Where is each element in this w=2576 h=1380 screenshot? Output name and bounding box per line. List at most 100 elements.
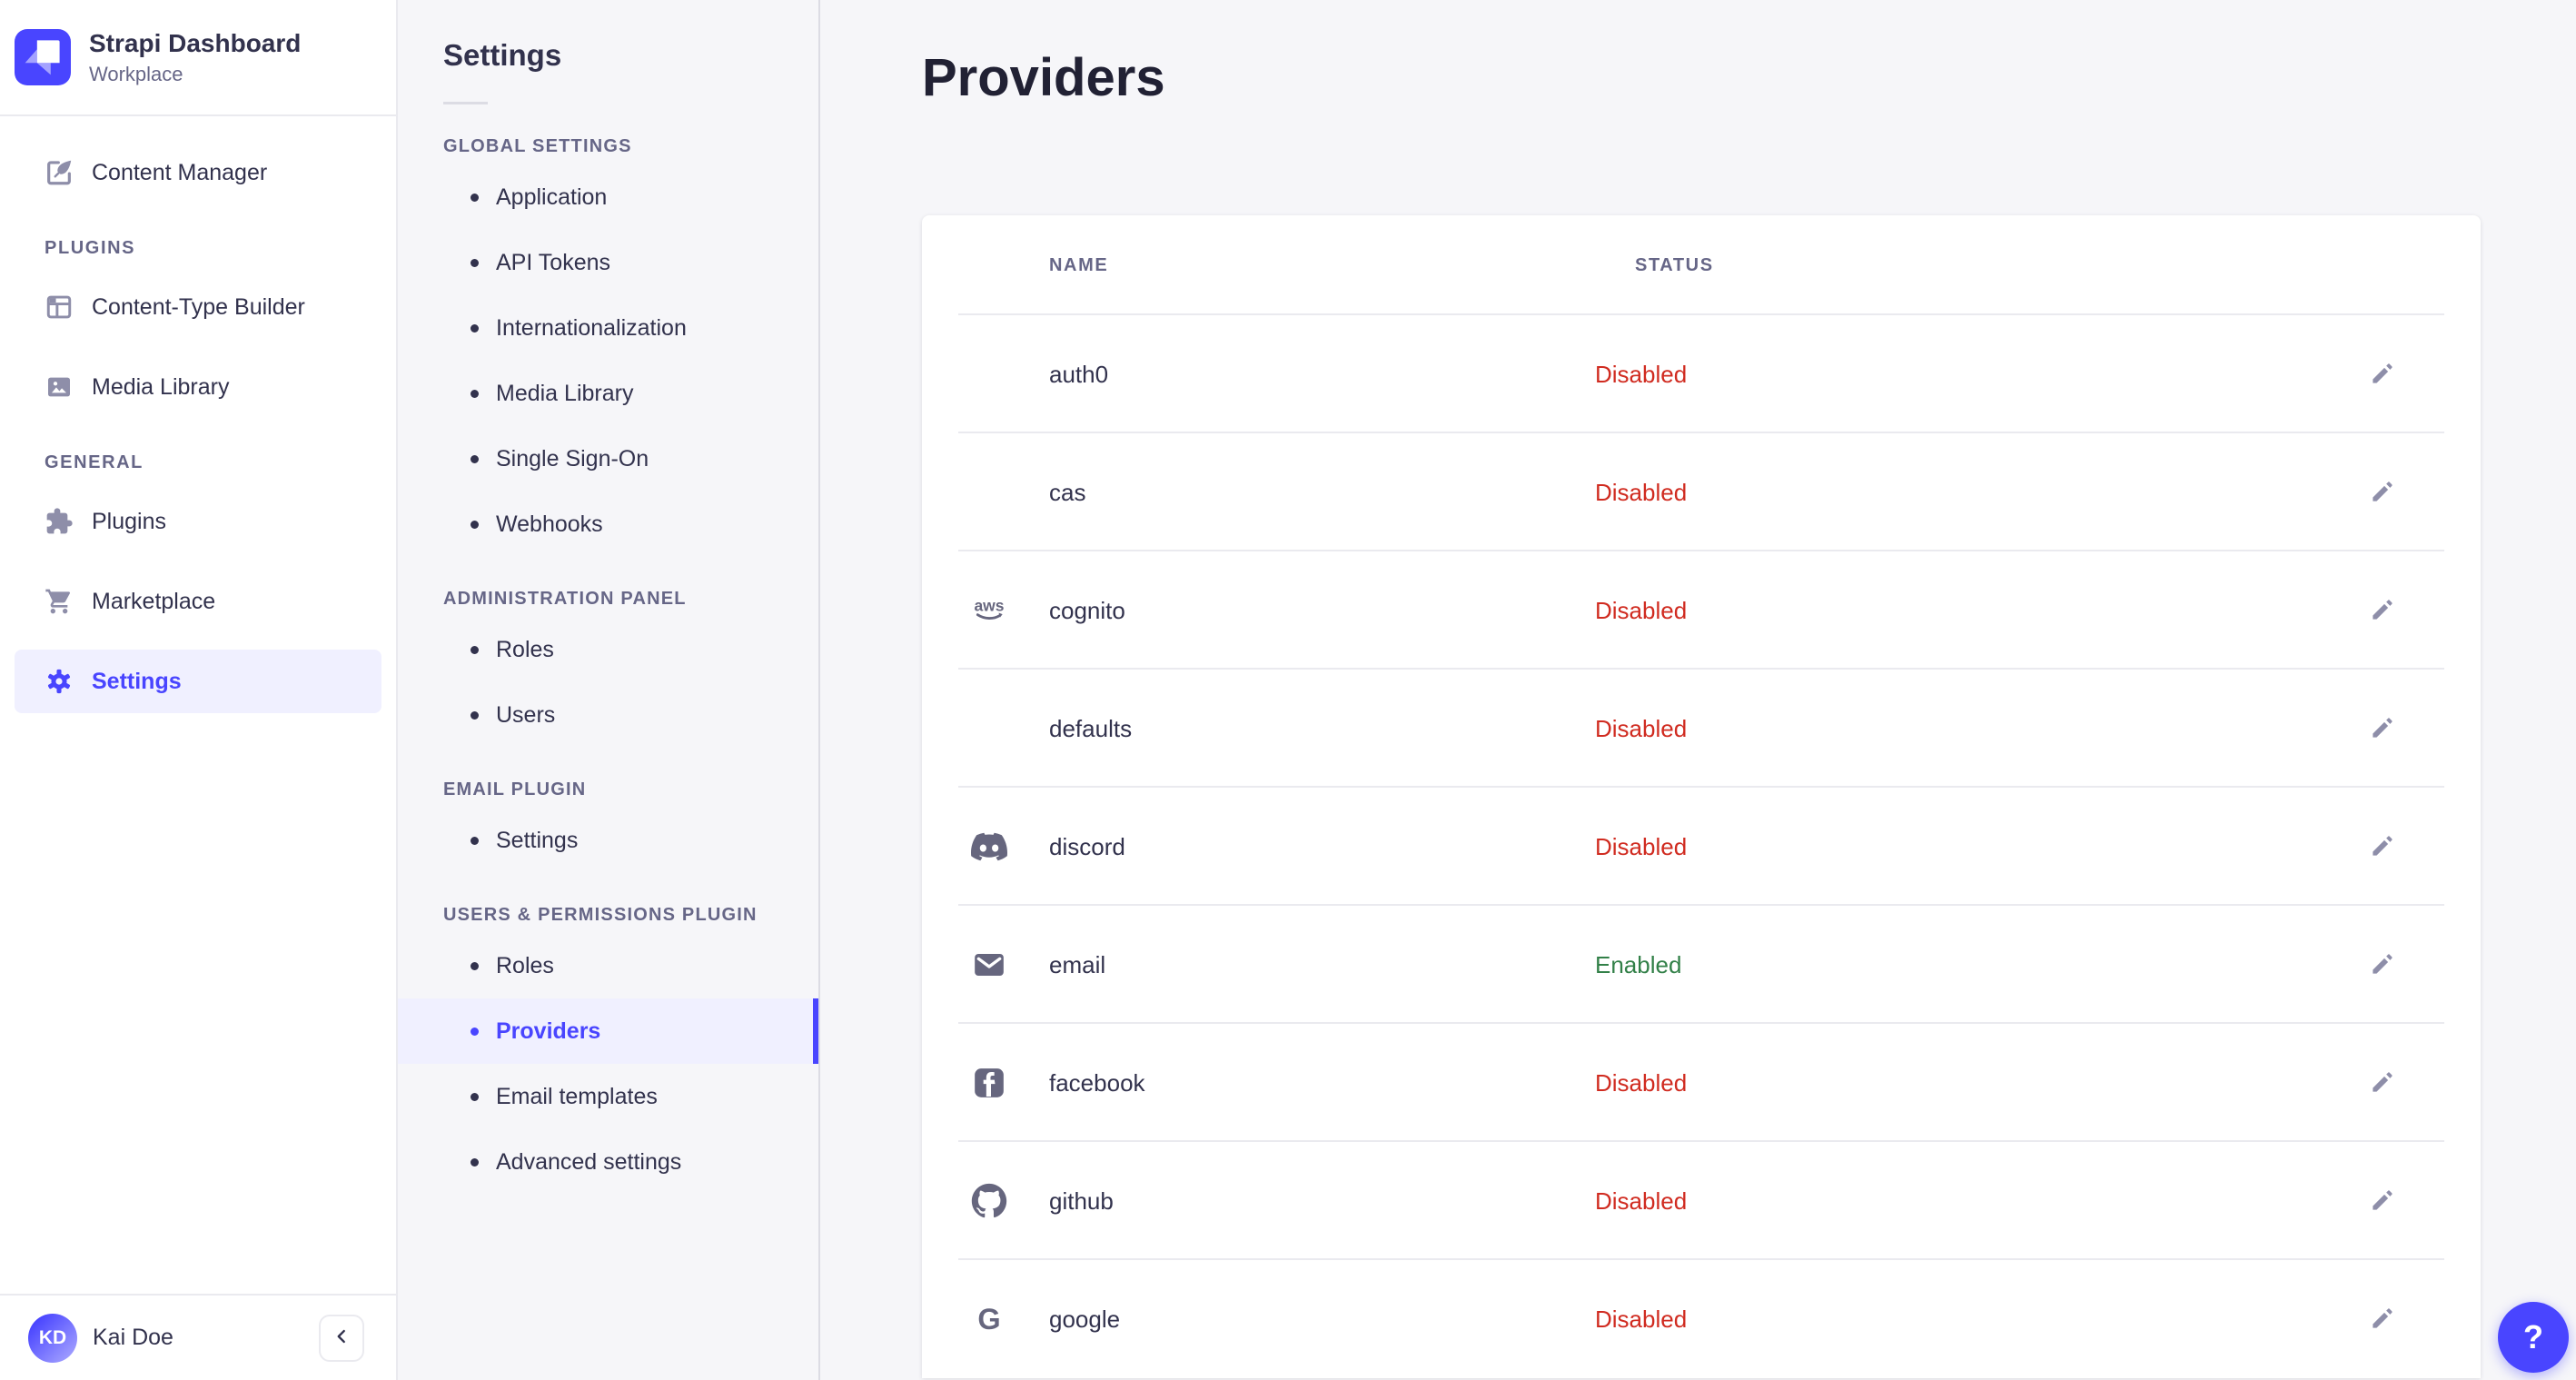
edit-provider-button[interactable]	[2361, 943, 2404, 987]
subnav-item-label: Internationalization	[496, 314, 687, 341]
sidebar-item-plugins[interactable]: Plugins	[0, 482, 396, 561]
table-row[interactable]: email Enabled	[922, 906, 2481, 1024]
edit-provider-button[interactable]	[2361, 707, 2404, 750]
page-title: Providers	[922, 48, 1165, 107]
table-row[interactable]: aws cognito Disabled	[922, 551, 2481, 670]
plugins-icon	[45, 507, 74, 536]
content-type-builder-icon	[45, 293, 74, 322]
main-sidebar: Strapi Dashboard Workplace Content Manag…	[0, 0, 398, 1380]
subnav-section-header-global-settings: GLOBAL SETTINGS	[443, 136, 632, 156]
table-row[interactable]: discord Disabled	[922, 788, 2481, 906]
sidebar-item-content-manager[interactable]: Content Manager	[0, 133, 396, 213]
sidebar-item-marketplace[interactable]: Marketplace	[0, 561, 396, 641]
subnav-title: Settings	[443, 38, 562, 72]
settings-subnav: Settings GLOBAL SETTINGS Application API T…	[398, 0, 820, 1380]
workspace-name: Workplace	[89, 62, 183, 85]
subnav-item-providers[interactable]: Providers	[398, 998, 818, 1064]
subnav-divider	[443, 102, 488, 104]
bullet-icon	[471, 1027, 479, 1036]
subnav-item-label: Application	[496, 184, 608, 210]
bullet-icon	[471, 836, 479, 845]
collapse-sidebar-button[interactable]	[319, 1314, 364, 1362]
github-icon	[969, 1183, 1009, 1219]
pencil-icon	[2369, 1068, 2396, 1098]
table-row[interactable]: github Disabled	[922, 1142, 2481, 1260]
subnav-item-label: Media Library	[496, 380, 634, 406]
sidebar-item-media-library[interactable]: Media Library	[0, 347, 396, 427]
pencil-icon	[2369, 1305, 2396, 1335]
subnav-item-application[interactable]: Application	[398, 164, 818, 230]
provider-name: cognito	[1049, 596, 1125, 624]
aws-icon: aws	[969, 592, 1009, 629]
sidebar-item-content-type-builder[interactable]: Content-Type Builder	[0, 267, 396, 347]
table-header-row: NAME STATUS	[922, 215, 2481, 315]
google-icon: G	[969, 1301, 1009, 1337]
user-name[interactable]: Kai Doe	[93, 1325, 173, 1350]
bullet-icon	[471, 645, 479, 654]
workspace-brand: Strapi Dashboard Workplace	[0, 0, 396, 116]
app-title: Strapi Dashboard	[89, 29, 302, 58]
subnav-section-header-administration-panel: ADMINISTRATION PANEL	[443, 589, 687, 609]
provider-status: Disabled	[1595, 714, 1688, 742]
sidebar-section-header-general: GENERAL	[45, 452, 144, 472]
pencil-icon	[2369, 950, 2396, 980]
pencil-icon	[2369, 832, 2396, 862]
provider-status: Disabled	[1595, 478, 1688, 506]
subnav-item-label: Providers	[496, 1018, 601, 1044]
pencil-icon	[2369, 478, 2396, 508]
email-icon	[969, 947, 1009, 983]
table-row[interactable]: facebook Disabled	[922, 1024, 2481, 1142]
pencil-icon	[2369, 1186, 2396, 1216]
bullet-icon	[471, 1157, 479, 1167]
subnav-item-label: Users	[496, 701, 556, 728]
media-library-icon	[45, 372, 74, 402]
subnav-item-label: Roles	[496, 952, 554, 978]
edit-provider-button[interactable]	[2361, 1297, 2404, 1341]
subnav-item-api-tokens[interactable]: API Tokens	[398, 230, 818, 295]
column-header-status: STATUS	[1635, 254, 1714, 275]
subnav-item-settings[interactable]: Settings	[398, 808, 818, 873]
sidebar-item-label: Content Manager	[92, 159, 268, 185]
pencil-icon	[2369, 714, 2396, 744]
content-manager-icon	[45, 158, 74, 187]
edit-provider-button[interactable]	[2361, 1061, 2404, 1105]
bullet-icon	[471, 193, 479, 202]
bullet-icon	[471, 710, 479, 720]
subnav-item-email-templates[interactable]: Email templates	[398, 1064, 818, 1129]
sidebar-item-label: Settings	[92, 668, 182, 694]
sidebar-item-label: Plugins	[92, 508, 166, 534]
table-row[interactable]: cas Disabled	[922, 433, 2481, 551]
bullet-icon	[471, 1092, 479, 1101]
provider-name: github	[1049, 1186, 1114, 1215]
edit-provider-button[interactable]	[2361, 825, 2404, 869]
subnav-item-users[interactable]: Users	[398, 682, 818, 748]
svg-text:aws: aws	[974, 597, 1004, 615]
table-row[interactable]: defaults Disabled	[922, 670, 2481, 788]
subnav-item-webhooks[interactable]: Webhooks	[398, 491, 818, 557]
edit-provider-button[interactable]	[2361, 589, 2404, 632]
facebook-icon	[969, 1065, 1009, 1101]
provider-name: discord	[1049, 832, 1125, 860]
strapi-logo-icon	[15, 29, 71, 85]
sidebar-footer: KD Kai Doe	[0, 1294, 396, 1380]
help-button[interactable]: ?	[2498, 1302, 2569, 1373]
subnav-item-roles[interactable]: Roles	[398, 617, 818, 682]
table-row[interactable]: auth0 Disabled	[922, 315, 2481, 433]
edit-provider-button[interactable]	[2361, 1179, 2404, 1223]
main-content: Providers NAME STATUS auth0 Disabled cas Di…	[820, 0, 2576, 1380]
avatar[interactable]: KD	[28, 1313, 77, 1363]
sidebar-item-settings[interactable]: Settings	[15, 650, 381, 713]
sidebar-item-label: Media Library	[92, 373, 230, 400]
subnav-item-label: Roles	[496, 636, 554, 662]
subnav-item-roles[interactable]: Roles	[398, 933, 818, 998]
bullet-icon	[471, 454, 479, 463]
subnav-item-advanced-settings[interactable]: Advanced settings	[398, 1129, 818, 1195]
settings-icon	[45, 667, 74, 696]
subnav-item-single-sign-on[interactable]: Single Sign-On	[398, 426, 818, 491]
subnav-item-internationalization[interactable]: Internationalization	[398, 295, 818, 361]
subnav-item-media-library[interactable]: Media Library	[398, 361, 818, 426]
edit-provider-button[interactable]	[2361, 471, 2404, 514]
subnav-item-label: Advanced settings	[496, 1148, 682, 1175]
edit-provider-button[interactable]	[2361, 352, 2404, 396]
